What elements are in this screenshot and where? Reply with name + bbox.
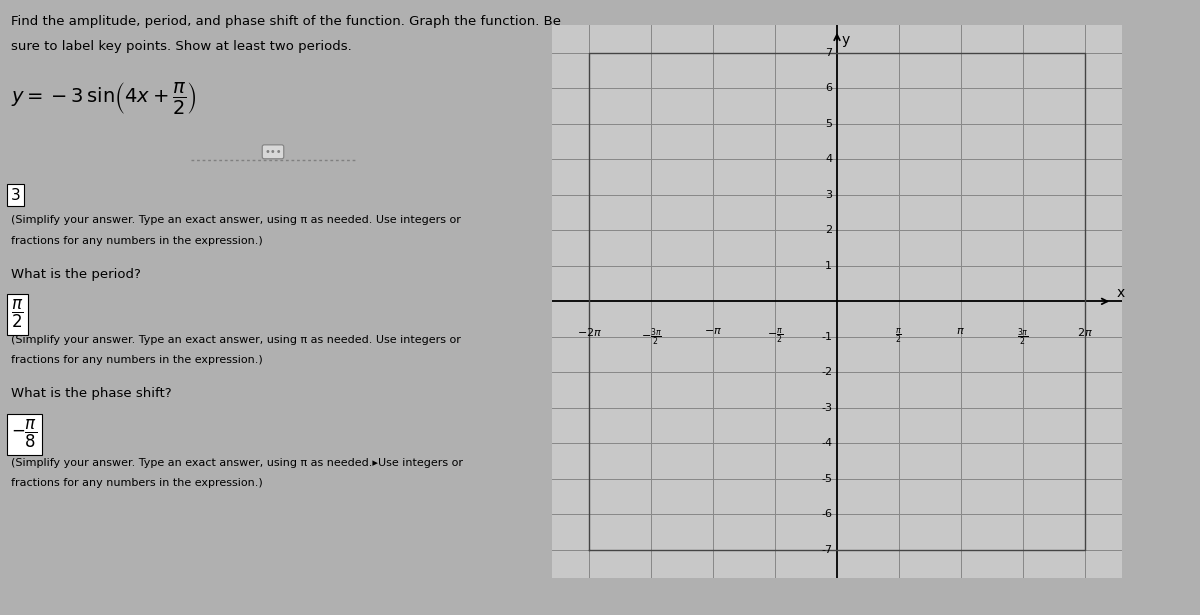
Text: 6: 6 <box>826 84 833 93</box>
Text: sure to label key points. Show at least two periods.: sure to label key points. Show at least … <box>11 40 352 53</box>
Text: $\frac{3\pi}{2}$: $\frac{3\pi}{2}$ <box>1018 326 1028 347</box>
Text: $-2\pi$: $-2\pi$ <box>576 326 601 338</box>
Text: -6: -6 <box>821 509 833 519</box>
Text: x: x <box>1117 285 1126 300</box>
Text: 5: 5 <box>826 119 833 129</box>
Text: Find the amplitude, period, and phase shift of the function. Graph the function.: Find the amplitude, period, and phase sh… <box>11 15 560 28</box>
Text: -3: -3 <box>821 403 833 413</box>
Text: 2: 2 <box>826 225 833 236</box>
Text: $-\frac{3\pi}{2}$: $-\frac{3\pi}{2}$ <box>641 326 661 347</box>
Text: What is the period?: What is the period? <box>11 268 140 280</box>
Text: $2\pi$: $2\pi$ <box>1076 326 1093 338</box>
Text: $\frac{\pi}{2}$: $\frac{\pi}{2}$ <box>895 326 902 345</box>
Text: •••: ••• <box>264 147 282 157</box>
Text: -1: -1 <box>821 332 833 342</box>
Text: fractions for any numbers in the expression.): fractions for any numbers in the express… <box>11 236 263 245</box>
Text: $-\frac{\pi}{2}$: $-\frac{\pi}{2}$ <box>767 326 784 345</box>
Text: 3: 3 <box>11 188 20 202</box>
Text: fractions for any numbers in the expression.): fractions for any numbers in the express… <box>11 478 263 488</box>
Text: 7: 7 <box>826 48 833 58</box>
Text: What is the phase shift?: What is the phase shift? <box>11 387 172 400</box>
Text: -7: -7 <box>821 545 833 555</box>
Text: fractions for any numbers in the expression.): fractions for any numbers in the express… <box>11 355 263 365</box>
Text: $-\pi$: $-\pi$ <box>704 326 722 336</box>
Text: (Simplify your answer. Type an exact answer, using π as needed. Use integers or: (Simplify your answer. Type an exact ans… <box>11 215 461 225</box>
Text: $-\dfrac{\pi}{8}$: $-\dfrac{\pi}{8}$ <box>11 418 37 450</box>
Text: (Simplify your answer. Type an exact answer, using π as needed.▸Use integers or: (Simplify your answer. Type an exact ans… <box>11 458 463 468</box>
Text: -4: -4 <box>821 438 833 448</box>
Text: $y = -3\,\sin\!\left(4x + \dfrac{\pi}{2}\right)$: $y = -3\,\sin\!\left(4x + \dfrac{\pi}{2}… <box>11 80 197 116</box>
Text: 1: 1 <box>826 261 833 271</box>
Text: 4: 4 <box>826 154 833 164</box>
Text: $\pi$: $\pi$ <box>956 326 965 336</box>
Text: 3: 3 <box>826 190 833 200</box>
Text: y: y <box>841 33 850 47</box>
Text: -2: -2 <box>821 367 833 378</box>
Text: $\dfrac{\pi}{2}$: $\dfrac{\pi}{2}$ <box>11 298 24 330</box>
Text: (Simplify your answer. Type an exact answer, using π as needed. Use integers or: (Simplify your answer. Type an exact ans… <box>11 335 461 345</box>
Text: -5: -5 <box>821 474 833 484</box>
